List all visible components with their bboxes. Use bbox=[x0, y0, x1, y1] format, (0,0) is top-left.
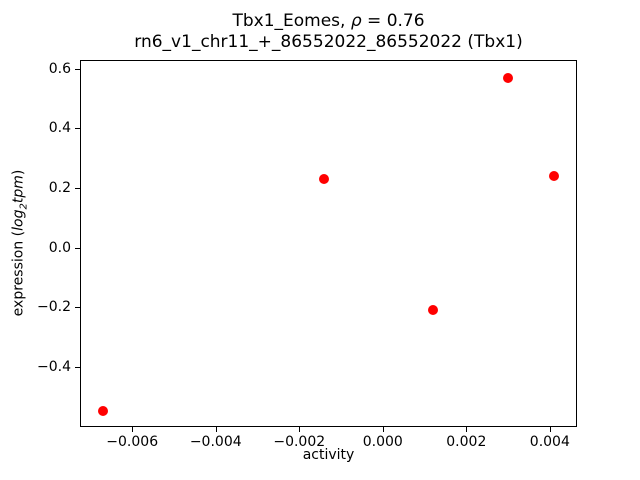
y-tick-mark bbox=[75, 68, 80, 70]
data-point bbox=[503, 72, 514, 83]
y-tick-label: 0.6 bbox=[48, 60, 71, 77]
chart-title-line2: rn6_v1_chr11_+_86552022_86552022 (Tbx1) bbox=[134, 32, 523, 52]
y-axis-label: expression (log2tpm) bbox=[10, 169, 30, 317]
data-point bbox=[427, 305, 438, 316]
y-tick-mark bbox=[75, 247, 80, 249]
chart-title-line1: Tbx1_Eomes, ρ = 0.76 bbox=[80, 11, 577, 32]
y-tick-mark bbox=[75, 128, 80, 130]
y-tick-label: 0.4 bbox=[48, 120, 71, 137]
chart-title: Tbx1_Eomes, ρ = 0.76 rn6_v1_chr11_+_8655… bbox=[80, 11, 577, 53]
data-point bbox=[319, 173, 330, 184]
y-tick-label: 0.0 bbox=[48, 239, 71, 256]
x-tick-label: −0.004 bbox=[189, 434, 242, 450]
y-tick-mark bbox=[75, 366, 80, 368]
x-tick-label: −0.006 bbox=[106, 434, 159, 450]
y-tick-label: 0.2 bbox=[48, 179, 71, 196]
x-tick-mark bbox=[132, 427, 134, 432]
data-point bbox=[549, 170, 560, 181]
x-tick-mark bbox=[549, 427, 551, 432]
x-tick-mark bbox=[299, 427, 301, 432]
y-tick-mark bbox=[75, 307, 80, 309]
plot-area bbox=[80, 60, 577, 427]
x-tick-label: 0.000 bbox=[362, 434, 403, 450]
y-tick-label: −0.2 bbox=[37, 299, 71, 316]
data-point bbox=[97, 406, 108, 417]
x-tick-label: 0.004 bbox=[529, 434, 570, 450]
x-axis-label: activity bbox=[302, 447, 355, 463]
x-tick-mark bbox=[382, 427, 384, 432]
title-correlation-value: = 0.76 bbox=[361, 11, 425, 31]
x-tick-label: 0.002 bbox=[446, 434, 487, 450]
y-tick-label: −0.4 bbox=[37, 358, 71, 375]
x-tick-mark bbox=[466, 427, 468, 432]
x-tick-mark bbox=[215, 427, 217, 432]
x-tick-label: −0.002 bbox=[273, 434, 326, 450]
rho-symbol: ρ bbox=[350, 11, 362, 31]
y-tick-mark bbox=[75, 187, 80, 189]
title-text: Tbx1_Eomes, bbox=[232, 11, 351, 31]
